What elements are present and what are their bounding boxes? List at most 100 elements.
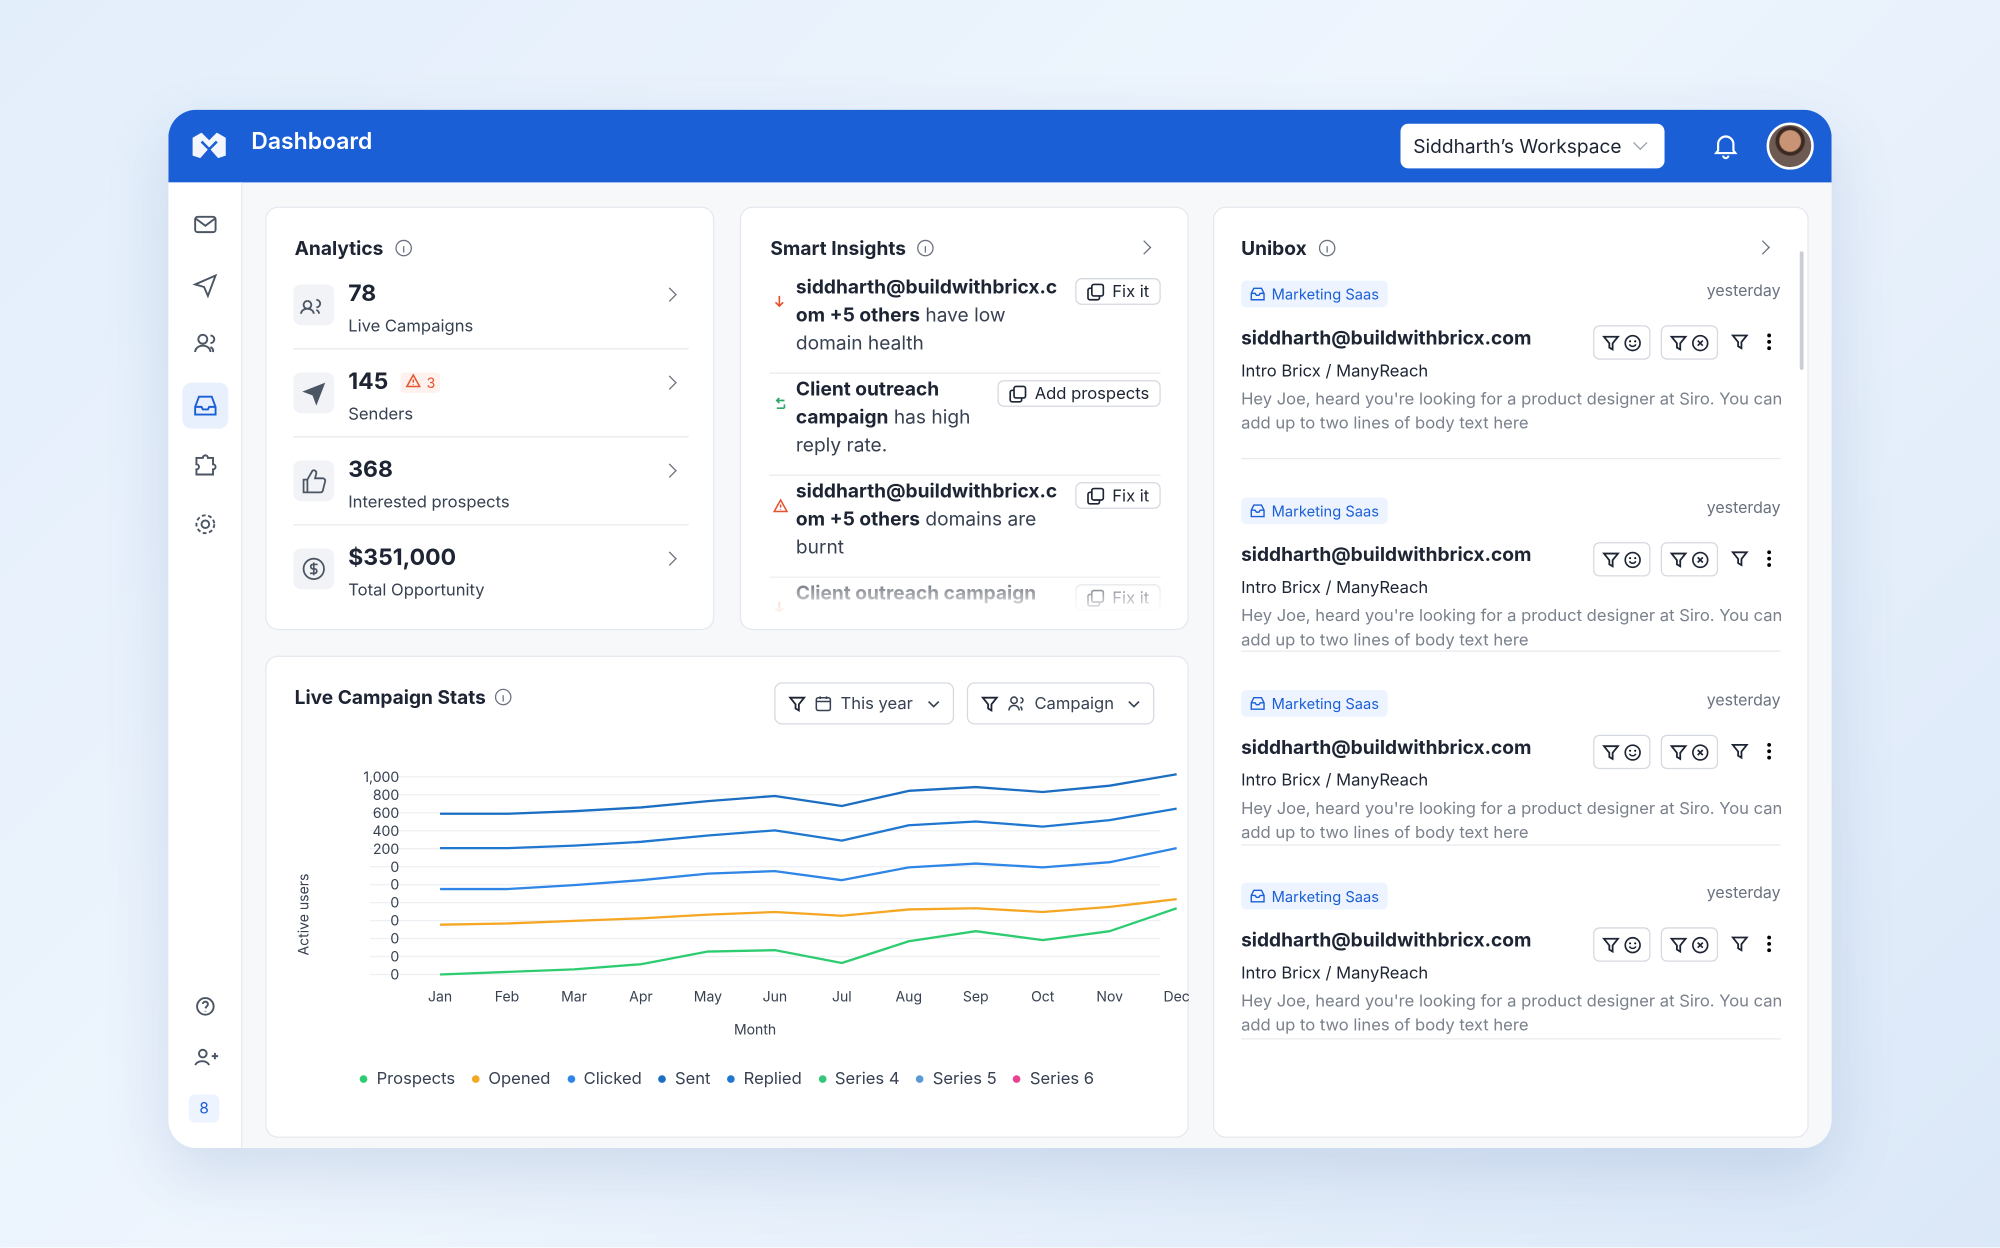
filter-icon: [1602, 550, 1620, 568]
insights-list: siddharth@buildwithbricx.com +5 others h…: [760, 273, 1168, 615]
item-icon: [293, 284, 335, 326]
scrollbar[interactable]: [1799, 251, 1804, 370]
tag-icon: [1250, 287, 1265, 301]
filter-icon: [1602, 334, 1620, 352]
value-row: $351,000: [348, 545, 456, 572]
value-row: 78: [348, 281, 376, 308]
dropdown-icon: [1128, 700, 1141, 708]
item-icon: [293, 548, 335, 590]
separator: [769, 372, 1161, 374]
nav-integrations[interactable]: [195, 454, 217, 476]
legend-item[interactable]: Series 6: [1013, 1069, 1094, 1089]
insight-detail: have low domain health: [795, 302, 1006, 355]
legend-item[interactable]: Replied: [727, 1069, 802, 1089]
smile-icon: [1624, 334, 1642, 352]
nav-mail[interactable]: [194, 215, 217, 234]
chart-filter[interactable]: Campaign: [966, 682, 1155, 725]
action-button[interactable]: Fix it: [1075, 278, 1161, 305]
legend-item[interactable]: Series 4: [818, 1068, 900, 1090]
legend-item[interactable]: Clicked: [567, 1069, 642, 1089]
action-button[interactable]: Add prospects: [997, 380, 1161, 407]
legend-label: Clicked: [583, 1068, 642, 1090]
nav-send[interactable]: [192, 273, 218, 299]
message-time: yesterday: [1706, 498, 1781, 518]
value-row: 145 3: [348, 369, 441, 395]
tag-icon: [1250, 504, 1265, 518]
warning-count: 3: [426, 373, 436, 391]
tag-icon: [1250, 889, 1265, 903]
action-button[interactable]: Fix it: [1075, 482, 1161, 509]
tag-label: Marketing Saas: [1271, 501, 1379, 520]
smile-icon: [1624, 550, 1642, 568]
chevron: [1633, 135, 1648, 151]
legend-item[interactable]: Opened: [471, 1069, 550, 1089]
legend-dot: [818, 1075, 826, 1083]
nav-settings[interactable]: [200, 519, 211, 530]
legend-item[interactable]: Series 5: [916, 1069, 997, 1089]
legend-item[interactable]: Prospects: [360, 1069, 455, 1089]
insights-card: [739, 206, 1189, 631]
action-button[interactable]: Fix it: [1075, 584, 1161, 611]
analytics-title: Analytics: [294, 235, 384, 261]
more-button: [1767, 742, 1772, 760]
filter-react-button[interactable]: [1593, 927, 1651, 962]
chart-filter[interactable]: This year: [774, 682, 954, 725]
action-label: Fix it: [1112, 485, 1150, 506]
nav-users[interactable]: [197, 333, 209, 345]
insight: siddharth@buildwithbricx.com +5 others h…: [760, 273, 1161, 357]
message-subject: Intro Bricx / ManyReach: [1241, 770, 1429, 791]
insight-icon: [760, 273, 786, 357]
item-icon: [293, 460, 335, 502]
legend-dot: [916, 1075, 924, 1083]
legend-item[interactable]: Sent: [658, 1069, 710, 1089]
action-label: Add prospects: [1034, 383, 1150, 404]
metric-label: Senders: [348, 404, 414, 425]
message-body: Hey Joe, heard you're looking for a prod…: [1241, 605, 1783, 651]
bell-icon[interactable]: [1712, 131, 1740, 160]
message-from: siddharth@buildwithbricx.com: [1241, 927, 1532, 952]
info-icon: [1318, 239, 1336, 257]
warning-badge: 3: [401, 371, 441, 393]
filter-icon: [1669, 743, 1688, 761]
more-button: [1767, 550, 1772, 568]
info-icon: [395, 239, 412, 257]
filter-remove-button[interactable]: [1660, 734, 1719, 770]
nav-inbox-active[interactable]: [182, 382, 229, 429]
tag: Marketing Saas: [1241, 280, 1388, 308]
more-button: [1767, 935, 1772, 953]
filter-react-button[interactable]: [1593, 325, 1651, 360]
logo: [192, 132, 226, 159]
filter-button: [1730, 550, 1749, 568]
workspace-select[interactable]: Siddharth’s Workspace: [1400, 123, 1665, 169]
filter-type-icon: [815, 695, 832, 712]
message-body: Hey Joe, heard you're looking for a prod…: [1241, 389, 1783, 434]
unibox-title: Unibox: [1241, 235, 1307, 261]
legend-label: Prospects: [376, 1068, 456, 1090]
nav-help[interactable]: [196, 997, 215, 1016]
warning-icon: [406, 372, 422, 391]
avatar[interactable]: [1766, 122, 1814, 170]
smile-icon: [1624, 743, 1642, 761]
remove-icon: [1691, 743, 1709, 761]
filter-icon: [1602, 936, 1620, 954]
filter-label: Campaign: [1034, 693, 1114, 714]
insight: Client outreach campaign Fix it: [760, 579, 1161, 615]
filter-remove-button[interactable]: [1660, 542, 1719, 577]
filter-icon: [1669, 334, 1688, 352]
tag: Marketing Saas: [1241, 690, 1388, 717]
message-time: yesterday: [1706, 883, 1781, 904]
page-title: Dashboard: [251, 128, 373, 156]
legend-dot: [471, 1075, 480, 1083]
filter-remove-button[interactable]: [1660, 325, 1719, 360]
filter-react-button[interactable]: [1593, 734, 1651, 770]
stats-title: Live Campaign Stats: [294, 684, 486, 710]
filter-react-button[interactable]: [1593, 542, 1651, 577]
nav-invite[interactable]: [198, 1048, 208, 1059]
message-time: yesterday: [1706, 691, 1781, 711]
workspace-name: Siddharth’s Workspace: [1413, 133, 1622, 159]
insight-text: Client outreach campaign has high reply …: [793, 375, 990, 459]
filter-remove-button[interactable]: [1660, 927, 1719, 962]
legend-label: Series 4: [834, 1068, 900, 1090]
legend-label: Sent: [674, 1068, 711, 1090]
dropdown-icon: [927, 700, 940, 708]
